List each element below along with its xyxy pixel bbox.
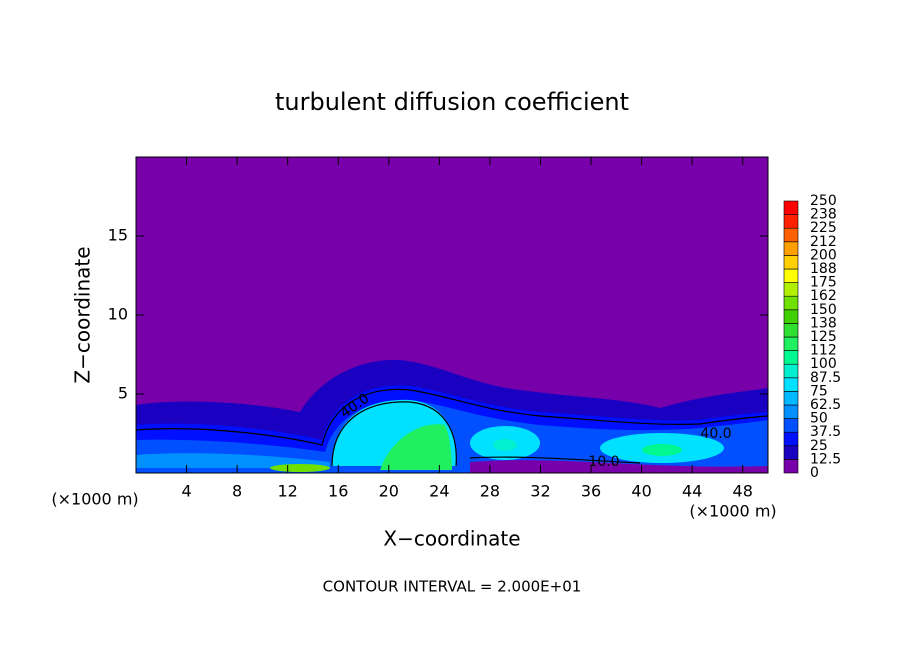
y-unit: (×1000 m) xyxy=(51,490,138,509)
chart-title: turbulent diffusion coefficient xyxy=(275,88,629,116)
colorbar-box xyxy=(783,200,799,215)
colorbar-label: 112 xyxy=(810,343,837,359)
contour-region xyxy=(136,453,330,468)
x-tick-label: 32 xyxy=(530,482,550,501)
x-tick-label: 48 xyxy=(733,482,753,501)
x-unit: (×1000 m) xyxy=(689,502,776,521)
colorbar-label: 50 xyxy=(810,411,828,427)
colorbar-label: 175 xyxy=(810,275,837,291)
contour-line xyxy=(469,456,641,464)
colorbar-box xyxy=(783,445,799,460)
colorbar-label: 100 xyxy=(810,356,837,372)
colorbar-label: 212 xyxy=(810,234,837,250)
colorbar-box xyxy=(783,268,799,283)
colorbar-label: 75 xyxy=(810,383,828,399)
colorbar-label: 138 xyxy=(810,315,837,331)
colorbar-box xyxy=(783,336,799,351)
colorbar-label: 150 xyxy=(810,302,837,318)
y-tick-label: 10 xyxy=(108,305,128,324)
x-tick-label: 12 xyxy=(278,482,298,501)
contour-label: 40.0 xyxy=(700,426,731,442)
colorbar-box xyxy=(783,350,799,365)
contour-region xyxy=(642,444,682,456)
footer: CONTOUR INTERVAL = 2.000E+01 xyxy=(323,578,582,596)
x-axis-label: X−coordinate xyxy=(383,527,520,551)
colorbar-box xyxy=(783,309,799,324)
contour-region xyxy=(380,424,452,470)
y-axis-label: Z−coordinate xyxy=(71,246,95,383)
colorbar-box xyxy=(783,323,799,338)
colorbar-box xyxy=(783,404,799,419)
colorbar-box xyxy=(783,255,799,270)
contour-line xyxy=(135,388,769,446)
x-tick-label: 24 xyxy=(429,482,449,501)
colorbar-label: 250 xyxy=(810,193,837,209)
colorbar-box xyxy=(783,391,799,406)
y-tick-label: 5 xyxy=(118,384,128,403)
colorbar-box xyxy=(783,459,799,474)
contour-region xyxy=(270,464,330,472)
colorbar-box xyxy=(783,363,799,379)
colorbar-label: 125 xyxy=(810,329,837,345)
colorbar-box xyxy=(783,214,799,229)
colorbar-label: 225 xyxy=(810,220,837,236)
colorbar-label: 200 xyxy=(810,247,837,263)
contour-region xyxy=(470,460,768,473)
colorbar-label: 62.5 xyxy=(810,397,841,413)
x-tick-label: 44 xyxy=(682,482,702,501)
colorbar-box xyxy=(783,295,799,311)
colorbar-label: 0 xyxy=(810,465,819,481)
colorbar-box xyxy=(783,282,799,297)
colorbar-label: 238 xyxy=(810,207,837,223)
colorbar-label: 87.5 xyxy=(810,370,841,386)
x-tick-label: 28 xyxy=(480,482,500,501)
colorbar-label: 12.5 xyxy=(810,451,841,467)
x-tick-label: 40 xyxy=(631,482,651,501)
colorbar-label: 37.5 xyxy=(810,424,841,440)
contour-region xyxy=(493,439,517,451)
colorbar-box xyxy=(783,377,799,392)
x-tick-label: 20 xyxy=(379,482,399,501)
y-tick-label: 15 xyxy=(108,226,128,245)
colorbar-label: 188 xyxy=(810,261,837,277)
colorbar-box xyxy=(783,418,799,433)
x-tick-label: 8 xyxy=(232,482,242,501)
colorbar-label: 25 xyxy=(810,438,828,454)
x-tick-label: 16 xyxy=(328,482,348,501)
contour-line xyxy=(331,401,457,467)
x-tick-label: 36 xyxy=(581,482,601,501)
colorbar-label: 162 xyxy=(810,288,837,304)
colorbar-box xyxy=(783,227,799,243)
contour-label: 10.0 xyxy=(588,454,619,470)
colorbar-box xyxy=(783,241,799,256)
x-tick-label: 4 xyxy=(181,482,191,501)
colorbar-box xyxy=(783,431,799,447)
